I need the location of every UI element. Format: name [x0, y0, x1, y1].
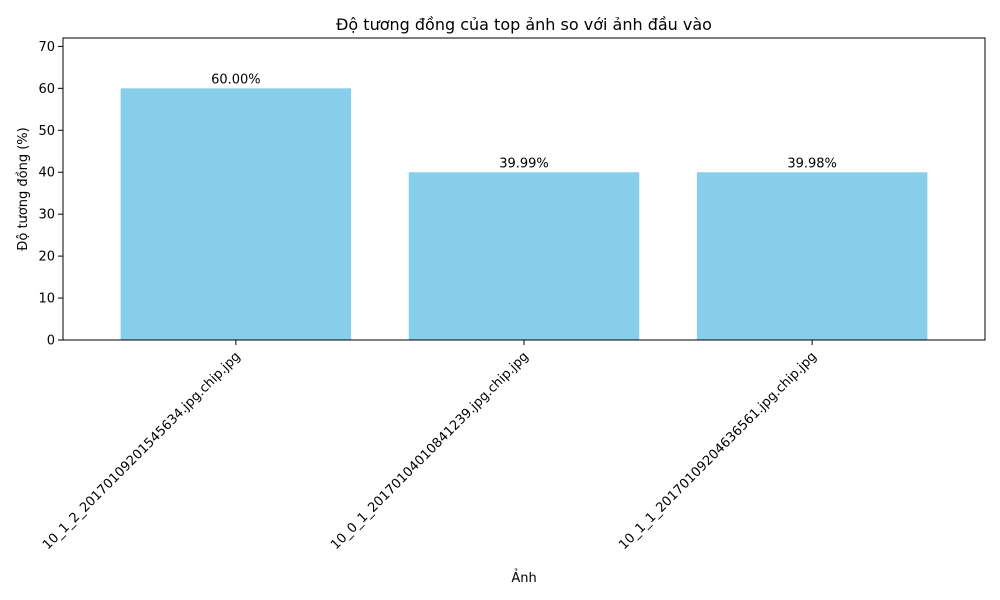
- y-tick-label-10: 10: [38, 292, 55, 307]
- y-tick-label-0: 0: [47, 334, 55, 349]
- chart-title: Độ tương đồng của top ảnh so với ảnh đầu…: [336, 15, 712, 34]
- bar-3: [696, 172, 928, 340]
- y-tick-label-40: 40: [38, 166, 55, 181]
- x-tick-label-3: 10_1_1_20170109204636561.jpg.chip.jpg: [616, 349, 820, 553]
- y-axis-label: Độ tương đồng (%): [16, 127, 31, 250]
- x-tick-label-2: 10_0_1_20170104010841239.jpg.chip.jpg: [328, 349, 532, 553]
- bar-value-label-3: 39.98%: [787, 156, 837, 171]
- y-tick-label-20: 20: [38, 250, 55, 265]
- x-tick-label-1: 10_1_2_20170109201545634.jpg.chip.jpg: [40, 349, 244, 553]
- y-tick-label-70: 70: [38, 40, 55, 55]
- plot-frame: [62, 37, 986, 341]
- y-tick-label-30: 30: [38, 208, 55, 223]
- bar-value-label-1: 60.00%: [211, 72, 261, 87]
- bar-1: [120, 88, 352, 340]
- y-tick-label-60: 60: [38, 82, 55, 97]
- bar-value-label-2: 39.99%: [499, 156, 549, 171]
- bars-layer: 60.00% 39.99% 39.98%: [120, 72, 928, 340]
- y-tick-label-50: 50: [38, 124, 55, 139]
- bar-2: [408, 172, 640, 340]
- x-axis-label: Ảnh: [511, 569, 536, 586]
